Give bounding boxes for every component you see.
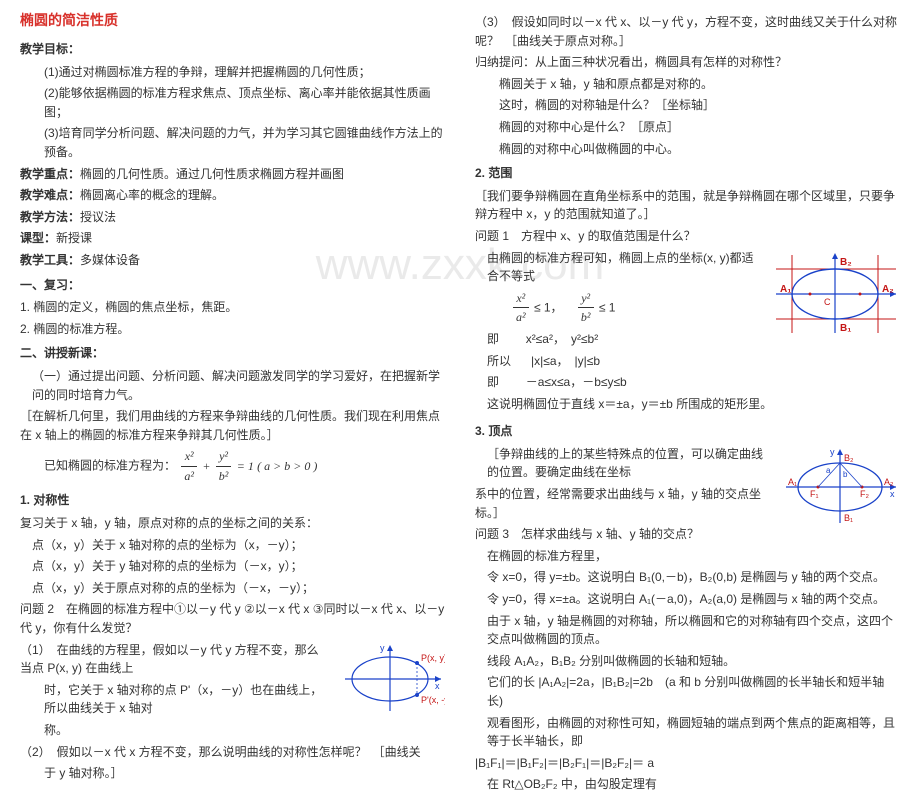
course-type: 课型：新授课: [20, 229, 445, 248]
label-a1-v: A₁: [788, 477, 797, 487]
summary-q: 归纳提问：从上面三种状况看出，椭圆具有怎样的对称性？: [475, 53, 900, 72]
vertex-rt: 在 Rt△OB₂F₂ 中，由勾股定理有: [475, 775, 900, 794]
goals-label: 教学目标：: [20, 40, 445, 59]
section-1-symmetry: 1. 对称性: [20, 491, 445, 510]
section-3-vertex: 3. 顶点: [475, 422, 900, 441]
page-title: 椭圆的简洁性质: [20, 10, 445, 30]
vertex-lengths: 它们的长 |A₁A₂|=2a，|B₁B₂|=2b (a 和 b 分别叫做椭圆的长…: [475, 673, 900, 710]
label-p: P(x, y): [421, 653, 445, 663]
center-def: 椭圆的对称中心叫做椭圆的中心。: [475, 140, 900, 159]
tools: 教学工具：多媒体设备: [20, 251, 445, 270]
vertex-observe-a: 观看图形，由椭圆的对称性可知，椭圆短轴的端点到两个焦点的距离相等，且等于长半轴长…: [475, 714, 900, 751]
range-row-4: 即 －a≤x≤a，－b≤y≤b: [475, 373, 900, 392]
known-formula-line: 已知椭圆的标准方程为： x²a² + y²b² = 1 ( a > b > 0 …: [20, 447, 445, 485]
label-b2-v: B₂: [844, 453, 854, 463]
label-f1: F₁: [810, 489, 819, 499]
goal-2: (2)能够依据椭圆的标准方程求焦点、顶点坐标、离心率并能依据其性质画图；: [20, 84, 445, 121]
label-b-side: b: [843, 470, 848, 479]
goal-3: (3)培育同学分析问题、解决问题的力气，并为学习其它圆锥曲线作方法上的预备。: [20, 124, 445, 161]
label-a1: A₁: [780, 284, 791, 295]
summary-a: 椭圆关于 x 轴，y 轴和原点都是对称的。: [475, 75, 900, 94]
label-a2: A₂: [882, 284, 894, 295]
method: 教学方法：授议法: [20, 208, 445, 227]
sym-y: 点（x，y）关于 y 轴对称的点的坐标为（－x，y）；: [20, 557, 445, 576]
review-2: 2. 椭圆的标准方程。: [20, 320, 445, 339]
new-lesson-label: 二、讲授新课：: [20, 344, 445, 363]
goal-1: (1)通过对椭圆标准方程的争辩，理解并把握椭圆的几何性质；: [20, 63, 445, 82]
label-center: C: [824, 297, 831, 307]
section-2-range: 2. 范围: [475, 164, 900, 183]
question-2: 问题 2 在椭圆的标准方程中①以－y 代 y ②以－x 代 x ③同时以－x 代…: [20, 600, 445, 637]
label-x-axis: x: [435, 681, 440, 691]
label-x-v: x: [890, 489, 895, 499]
vertex-axes: 线段 A₁A₂，B₁B₂ 分别叫做椭圆的长轴和短轴。: [475, 652, 900, 671]
difficult-point: 教学难点：椭圆离心率的概念的理解。: [20, 186, 445, 205]
ellipse-vertices-svg: A₁ A₂ B₂ B₁ F₁ F₂ a b x y: [780, 445, 900, 529]
label-y-v: y: [830, 447, 835, 457]
label-b1: B₁: [840, 323, 851, 334]
label-y-axis: y: [380, 643, 385, 653]
ellipse-reflection-svg: P(x, y) P'(x, -y) x y: [335, 641, 445, 717]
label-f2: F₂: [860, 489, 869, 499]
range-conclusion: 这说明椭圆位于直线 x＝±a，y＝±b 所围成的矩形里。: [475, 395, 900, 414]
label-pprime: P'(x, -y): [421, 695, 445, 705]
axis-q: 这时，椭圆的对称轴是什么？［坐标轴］: [475, 96, 900, 115]
case-2a: （2） 假如以－x 代 x 方程不变，那么说明曲线的对称性怎样呢？ ［曲线关: [20, 743, 445, 762]
right-column: （3） 假设如同时以－x 代 x、以－y 代 y，方程不变，这时曲线又关于什么对…: [475, 10, 900, 797]
case-1c: 称。: [20, 721, 445, 740]
label-b2: B₂: [840, 257, 852, 268]
range-row-3: 所以 |x|≤a， |y|≤b: [475, 352, 900, 371]
case-3: （3） 假设如同时以－x 代 x、以－y 代 y，方程不变，这时曲线又关于什么对…: [475, 13, 900, 50]
ellipse-vertices-diagram: A₁ A₂ B₂ B₁ F₁ F₂ a b x y: [780, 445, 900, 529]
vertex-x0: 令 x=0，得 y=±b。这说明白 B₁(0,－b)，B₂(0,b) 是椭圆与 …: [475, 568, 900, 587]
vertex-four: 由于 x 轴，y 轴是椭圆的对称轴，所以椭圆和它的对称轴有四个交点，这四个交点叫…: [475, 612, 900, 649]
vertex-std: 在椭圆的标准方程里，: [475, 547, 900, 566]
ellipse-reflection-diagram: P(x, y) P'(x, -y) x y: [335, 641, 445, 717]
review-1: 1. 椭圆的定义，椭圆的焦点坐标，焦距。: [20, 298, 445, 317]
review-label: 一、复习：: [20, 276, 445, 295]
sym-x: 点（x，y）关于 x 轴对称的点的坐标为（x，－y）；: [20, 536, 445, 555]
center-q: 椭圆的对称中心是什么？［原点］: [475, 118, 900, 137]
left-column: 椭圆的简洁性质 教学目标： (1)通过对椭圆标准方程的争辩，理解并把握椭圆的几何…: [20, 10, 445, 797]
question-1: 问题 1 方程中 x、y 的取值范围是什么？: [475, 227, 900, 246]
sym-intro: 复习关于 x 轴，y 轴，原点对称的点的坐标之间的关系：: [20, 514, 445, 533]
ellipse-rectangle-svg: A₁ A₂ B₂ B₁ C: [770, 249, 900, 339]
label-b1-v: B₁: [844, 513, 853, 523]
sym-origin: 点（x，y）关于原点对称的点的坐标为（－x，－y）；: [20, 579, 445, 598]
intro-1: （一）通过提出问题、分析问题、解决问题激发同学的学习爱好，在把握新学问的同时培育…: [20, 367, 445, 404]
label-a2-v: A₂: [884, 477, 894, 487]
vertex-observe-b: |B₁F₁|＝|B₁F₂|＝|B₂F₁|＝|B₂F₂|＝ a: [475, 754, 900, 773]
vertex-y0: 令 y=0，得 x=±a。这说明白 A₁(－a,0)，A₂(a,0) 是椭圆与 …: [475, 590, 900, 609]
two-column-layout: 椭圆的简洁性质 教学目标： (1)通过对椭圆标准方程的争辩，理解并把握椭圆的几何…: [20, 10, 900, 797]
ellipse-rectangle-diagram: A₁ A₂ B₂ B₁ C: [770, 249, 900, 339]
intro-2: ［在解析几何里，我们用曲线的方程来争辩曲线的几何性质。我们现在利用焦点在 x 轴…: [20, 407, 445, 444]
key-point: 教学重点：椭圆的几何性质。通过几何性质求椭圆方程并画图: [20, 165, 445, 184]
label-a-side: a: [826, 466, 831, 475]
case-2b: 于 y 轴对称。］: [20, 764, 445, 783]
range-intro: ［我们要争辩椭圆在直角坐标系中的范围，就是争辩椭圆在哪个区域里，只要争辩方程中 …: [475, 187, 900, 224]
